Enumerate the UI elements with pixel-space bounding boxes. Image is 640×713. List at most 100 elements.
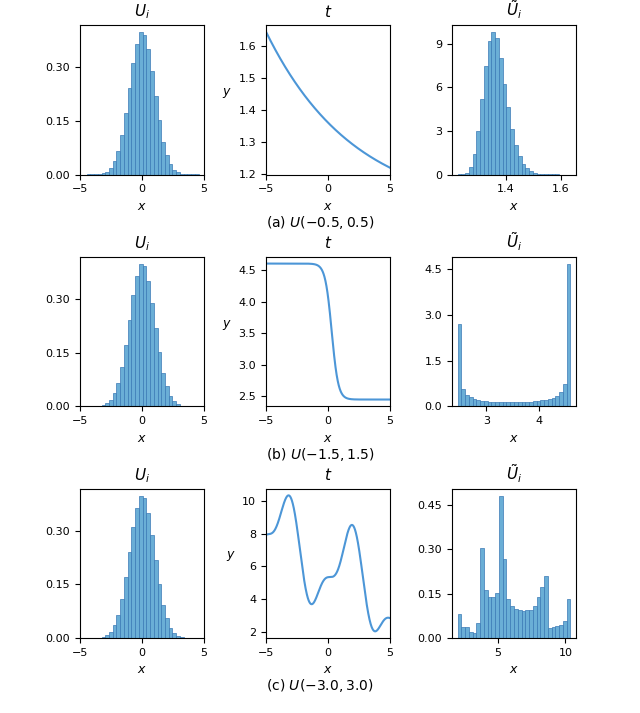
Bar	[109, 168, 113, 175]
Bar	[544, 575, 548, 638]
Bar	[499, 402, 503, 406]
Bar	[488, 597, 492, 638]
Bar	[461, 389, 465, 406]
Bar	[518, 610, 522, 638]
Bar	[109, 400, 113, 406]
Bar	[525, 402, 529, 406]
Bar	[120, 599, 124, 638]
Bar	[147, 281, 150, 406]
X-axis label: $x$: $x$	[323, 663, 333, 677]
Text: (c) $U(-3.0, 3.0)$: (c) $U(-3.0, 3.0)$	[266, 677, 374, 694]
Y-axis label: $y$: $y$	[227, 549, 236, 563]
Bar	[559, 392, 563, 406]
Bar	[124, 345, 127, 406]
Bar	[102, 637, 106, 638]
Bar	[495, 402, 499, 406]
Bar	[476, 400, 480, 406]
Title: $t$: $t$	[324, 4, 332, 20]
Bar	[532, 606, 536, 638]
Bar	[106, 172, 109, 175]
Bar	[488, 41, 492, 175]
Bar	[473, 399, 476, 406]
Bar	[169, 627, 172, 638]
Bar	[154, 328, 157, 406]
Bar	[532, 173, 536, 175]
Bar	[131, 527, 135, 638]
Bar	[172, 633, 176, 638]
Bar	[150, 71, 154, 175]
Bar	[514, 402, 518, 406]
Bar	[556, 626, 559, 638]
Bar	[139, 32, 143, 175]
Bar	[127, 88, 131, 175]
Bar	[529, 401, 532, 406]
Title: $\tilde{U}_i$: $\tilde{U}_i$	[506, 0, 522, 21]
Bar	[492, 401, 495, 406]
Bar	[480, 99, 484, 175]
Bar	[102, 173, 106, 175]
Bar	[529, 610, 532, 638]
Bar	[116, 151, 120, 175]
Bar	[147, 49, 150, 175]
Bar	[506, 599, 510, 638]
Bar	[127, 552, 131, 638]
Bar	[150, 535, 154, 638]
Bar	[180, 637, 184, 638]
Bar	[469, 397, 473, 406]
Title: $t$: $t$	[324, 467, 332, 483]
Bar	[109, 632, 113, 638]
Bar	[172, 401, 176, 406]
Bar	[518, 402, 522, 406]
Bar	[135, 508, 139, 638]
Bar	[552, 398, 556, 406]
Bar	[120, 135, 124, 175]
Bar	[143, 34, 147, 175]
Bar	[536, 597, 540, 638]
Bar	[552, 627, 556, 638]
Bar	[147, 513, 150, 638]
Bar	[154, 96, 157, 175]
Title: $\tilde{U}_i$: $\tilde{U}_i$	[506, 230, 522, 253]
Bar	[525, 168, 529, 175]
Bar	[131, 295, 135, 406]
Bar	[536, 174, 540, 175]
Y-axis label: $y$: $y$	[223, 86, 232, 100]
Y-axis label: $y$: $y$	[223, 317, 232, 332]
Bar	[544, 400, 548, 406]
Bar	[499, 58, 503, 175]
Bar	[150, 303, 154, 406]
Bar	[135, 44, 139, 175]
Bar	[499, 496, 503, 638]
Bar	[106, 404, 109, 406]
Bar	[480, 548, 484, 638]
Bar	[469, 168, 473, 175]
Bar	[484, 66, 488, 175]
Title: $\tilde{U}_i$: $\tilde{U}_i$	[506, 462, 522, 485]
Title: $U_i$: $U_i$	[134, 235, 150, 253]
Bar	[548, 628, 552, 638]
X-axis label: $x$: $x$	[323, 200, 333, 212]
Bar	[566, 264, 570, 406]
Bar	[139, 496, 143, 638]
Bar	[473, 633, 476, 638]
Bar	[172, 170, 176, 175]
Bar	[495, 39, 499, 175]
Bar	[165, 386, 169, 406]
Bar	[458, 614, 461, 638]
Bar	[522, 401, 525, 406]
Title: $U_i$: $U_i$	[134, 466, 150, 485]
Bar	[465, 627, 469, 638]
X-axis label: $x$: $x$	[509, 663, 519, 677]
Bar	[135, 276, 139, 406]
Bar	[106, 635, 109, 638]
Bar	[476, 623, 480, 638]
Bar	[180, 174, 184, 175]
Bar	[157, 584, 161, 638]
X-axis label: $x$: $x$	[137, 663, 147, 677]
Bar	[559, 625, 563, 638]
Text: (b) $U(-1.5, 1.5)$: (b) $U(-1.5, 1.5)$	[266, 446, 374, 463]
Bar	[113, 161, 116, 175]
X-axis label: $x$: $x$	[323, 431, 333, 445]
Bar	[529, 171, 532, 175]
Bar	[522, 611, 525, 638]
